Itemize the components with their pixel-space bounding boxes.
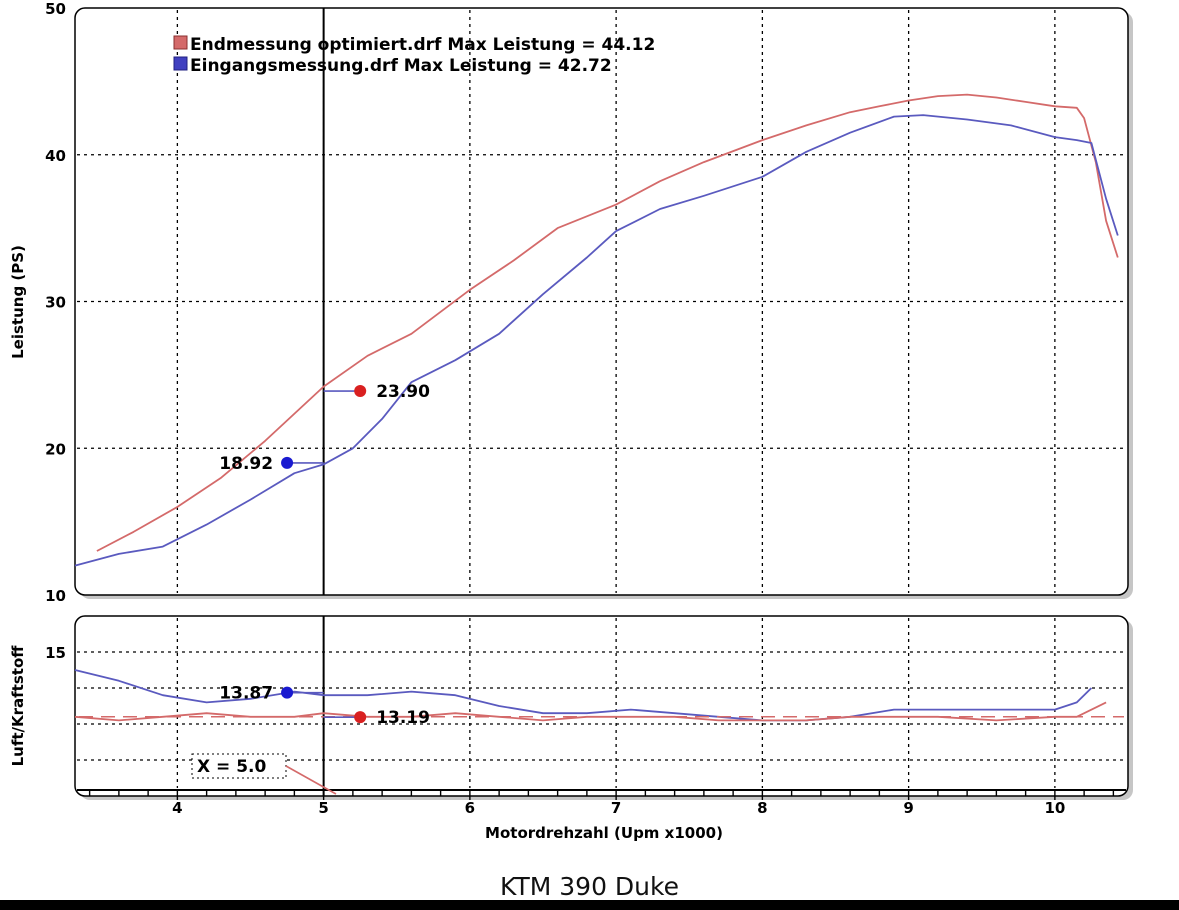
bottom-y-ticks: 15 <box>45 644 66 662</box>
top-anno-label-1: 18.92 <box>219 454 273 474</box>
x-tick-7: 7 <box>611 799 621 817</box>
cursor-label: X = 5.0 <box>197 757 266 777</box>
top-y-ticks: 10 20 30 40 50 <box>45 0 66 605</box>
x-axis-label: Motordrehzahl (Upm x1000) <box>485 824 723 842</box>
chart-caption: KTM 390 Duke <box>500 872 679 901</box>
top-anno-label-0: 23.90 <box>376 382 430 402</box>
legend: Endmessung optimiert.drf Max Leistung = … <box>173 35 655 76</box>
legend-swatch-endmessung <box>173 35 188 50</box>
top-series-endmessung <box>96 93 1119 552</box>
top-y-tick-50: 50 <box>45 0 66 18</box>
cursor-label-box <box>191 753 287 779</box>
top-series-eingangsmessung <box>74 114 1119 567</box>
legend-entry-endmessung: Endmessung optimiert.drf Max Leistung = … <box>190 35 655 55</box>
x-tick-8: 8 <box>757 799 767 817</box>
cursor-label-pointer <box>285 765 337 795</box>
bottom-black-bar <box>0 900 1179 910</box>
top-y-tick-40: 40 <box>45 147 66 165</box>
bottom-anno-label-0: 13.87 <box>219 684 273 704</box>
x-tick-9: 9 <box>903 799 913 817</box>
bottom-series-eingangsmessung <box>74 669 1093 722</box>
top-series <box>74 93 1119 567</box>
bottom-anno-marker-0 <box>281 686 294 699</box>
bottom-plot-frame <box>74 615 1129 797</box>
x-tick-4: 4 <box>172 799 182 817</box>
x-tick-6: 6 <box>465 799 475 817</box>
bottom-series <box>74 669 1124 722</box>
top-annotations: 23.90 18.92 <box>219 382 430 474</box>
top-y-tick-30: 30 <box>45 294 66 312</box>
legend-swatch-eingangsmessung <box>173 56 188 71</box>
bottom-y-axis-label: Luft/Kraftstoff <box>9 645 27 767</box>
top-anno-marker-1 <box>281 456 294 469</box>
bottom-annotations: 13.87 13.19 X = 5.0 <box>191 684 430 795</box>
legend-entry-eingangsmessung: Eingangsmessung.drf Max Leistung = 42.72 <box>190 56 612 76</box>
bottom-anno-marker-1 <box>354 711 367 724</box>
top-y-tick-20: 20 <box>45 440 66 458</box>
x-tick-10: 10 <box>1044 799 1065 817</box>
top-anno-marker-0 <box>354 385 367 398</box>
x-tick-5: 5 <box>318 799 328 817</box>
top-y-axis-label: Leistung (PS) <box>9 245 27 359</box>
top-y-tick-10: 10 <box>45 587 66 605</box>
x-ticks: 4 5 6 7 8 9 10 <box>172 799 1065 817</box>
bottom-anno-label-1: 13.19 <box>376 708 430 728</box>
bottom-y-tick-15: 15 <box>45 644 66 662</box>
